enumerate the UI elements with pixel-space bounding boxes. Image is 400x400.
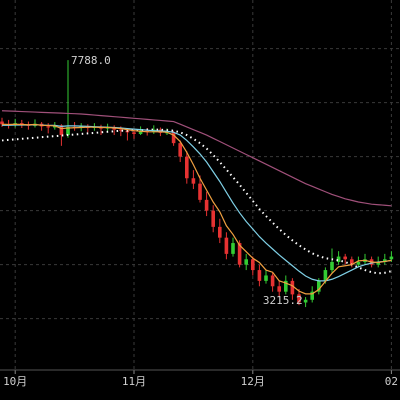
ma-line bbox=[1, 123, 392, 295]
candle-body bbox=[198, 183, 202, 200]
candle-body bbox=[218, 226, 222, 238]
candle-body bbox=[383, 259, 387, 262]
ma-line bbox=[1, 128, 392, 275]
price-annotation: 7788.0 bbox=[71, 54, 111, 67]
candle-body bbox=[297, 294, 301, 303]
price-annotation: 3215.2 bbox=[263, 294, 303, 307]
candle-body bbox=[171, 132, 176, 144]
candle-body bbox=[257, 270, 262, 281]
candle-body bbox=[376, 261, 380, 265]
candle-body bbox=[191, 178, 196, 184]
candle-body bbox=[46, 126, 50, 128]
candle-body bbox=[317, 280, 321, 292]
candle-body bbox=[138, 130, 143, 134]
candle-body bbox=[264, 275, 268, 281]
candle-body bbox=[277, 286, 281, 292]
x-tick-label: 12月 bbox=[241, 375, 265, 388]
candle-body bbox=[303, 299, 308, 303]
candle-body bbox=[119, 129, 123, 131]
candle-body bbox=[270, 275, 275, 287]
x-tick-label: 02 bbox=[385, 375, 398, 388]
candle-body bbox=[310, 291, 314, 300]
candle-body bbox=[330, 261, 334, 271]
candle-body bbox=[336, 256, 341, 262]
ma-line bbox=[1, 110, 392, 207]
candle-body bbox=[66, 126, 70, 136]
candle-body bbox=[251, 259, 255, 271]
candle-body bbox=[284, 280, 288, 292]
candle-body bbox=[343, 256, 347, 260]
x-tick-label: 11月 bbox=[122, 375, 146, 388]
x-tick-label: 10月 bbox=[3, 375, 27, 388]
ma-line bbox=[2, 124, 392, 282]
candle-body bbox=[350, 259, 354, 265]
candle-body bbox=[132, 132, 136, 134]
candle-body bbox=[178, 143, 182, 157]
candle-body bbox=[204, 199, 209, 211]
candle-body bbox=[290, 280, 295, 295]
candle-body bbox=[231, 243, 235, 254]
candle-body bbox=[237, 243, 242, 265]
candle-body bbox=[356, 261, 361, 265]
candle-body bbox=[211, 210, 215, 227]
candle-body bbox=[224, 237, 229, 254]
candle-body bbox=[0, 121, 4, 125]
candle-body bbox=[185, 156, 189, 179]
candle-body bbox=[389, 256, 394, 260]
candle-body bbox=[244, 259, 248, 265]
candle-body bbox=[323, 270, 328, 281]
candle-body bbox=[59, 125, 64, 136]
